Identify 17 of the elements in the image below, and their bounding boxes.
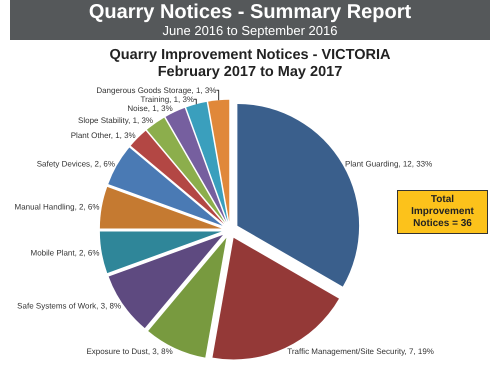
chart-subtitle: June 2016 to September 2016	[162, 23, 338, 38]
slice-label: Manual Handling, 2, 6%	[14, 202, 100, 212]
slice-label: Mobile Plant, 2, 6%	[30, 248, 100, 258]
chart-title: Quarry Notices - Summary Report	[88, 0, 412, 23]
slice-label: Plant Guarding, 12, 33%	[345, 159, 432, 168]
slice-label: Plant Other, 1, 3%	[70, 131, 136, 140]
slice-label: Traffic Management/Site Security, 7, 19%	[287, 347, 434, 356]
slice-label: Noise, 1, 3%	[127, 104, 173, 113]
slice-label: Safety Devices, 2, 6%	[36, 159, 115, 168]
text: Quarry Improvement Notices - VICTORIA	[108, 47, 392, 64]
slice-label: Exposure to Dust, 3, 8%	[86, 347, 173, 356]
slice-label: Safe Systems of Work, 3, 8%	[17, 302, 122, 311]
slice-label: Training, 1, 3%	[140, 94, 194, 104]
slice-label: Slope Stability, 1, 3%	[78, 116, 154, 125]
slice-label: Dangerous Goods Storage, 1, 3%	[96, 86, 216, 95]
text: February 2017 to May 2017	[156, 64, 344, 81]
text: Total Improvement Notices = 36	[397, 190, 488, 234]
